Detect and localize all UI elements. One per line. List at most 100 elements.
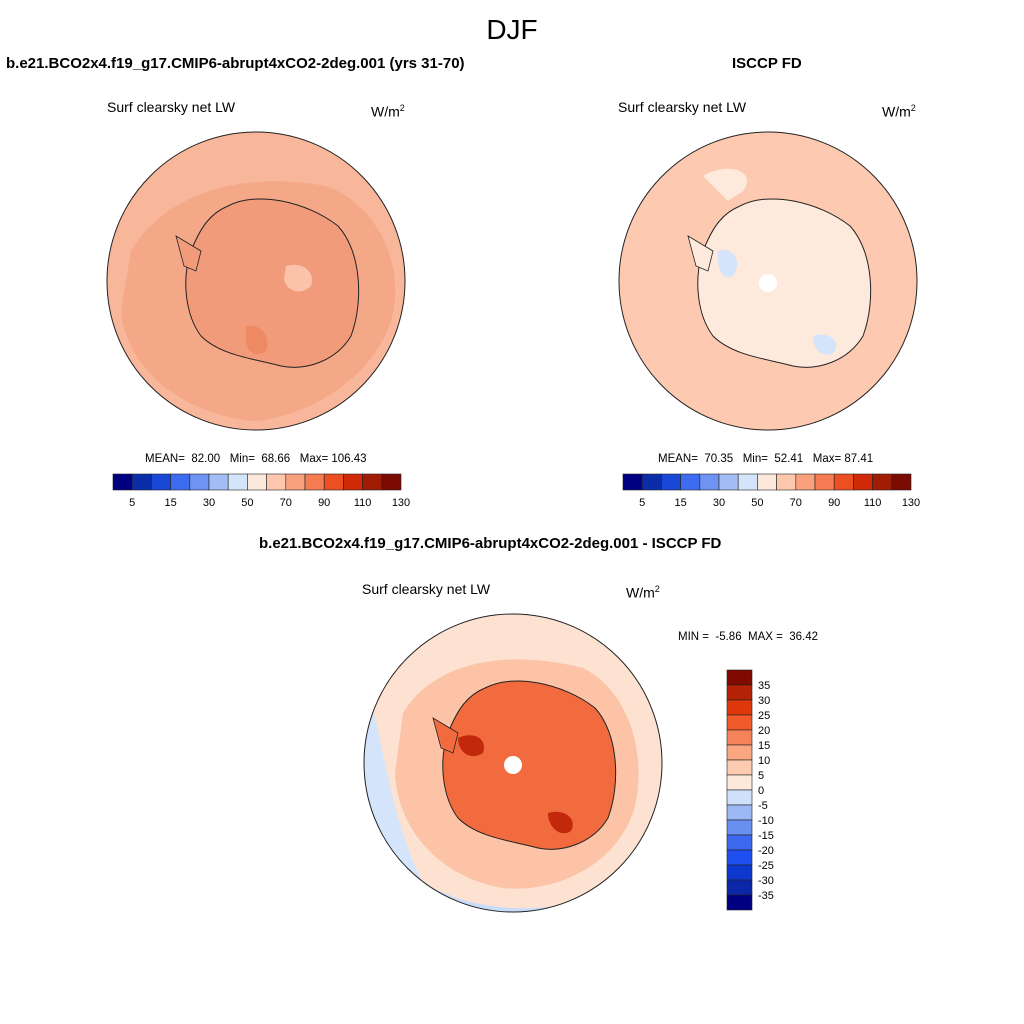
obs-cool-patch <box>717 250 738 278</box>
diff-antarctica-land <box>442 680 617 850</box>
diff-stats: MIN = -5.86 MAX = 36.42 <box>678 631 819 643</box>
model-colorbar-swatch <box>112 473 133 491</box>
diff-colorbar: 35 30 25 20 15 10 5 0 -5 -10 -15 -20 -25 -30 -35 <box>726 669 774 911</box>
model-stats: MEAN= 82.00 Min= 68.66 Max= 106.43 <box>145 453 367 465</box>
season-title: DJF <box>486 14 538 45</box>
diff-colorbar-tick-label: 10 <box>758 755 770 767</box>
obs-variable-label: Surf clearsky net LW <box>618 99 747 115</box>
model-colorbar-swatch <box>227 473 248 491</box>
obs-colorbar-swatch <box>757 473 777 491</box>
model-antarctica-land <box>185 198 360 368</box>
obs-polar-map <box>618 131 918 431</box>
diff-colorbar-swatch <box>726 699 753 716</box>
model-variable-label: Surf clearsky net LW <box>107 99 236 115</box>
model-colorbar-tick-label: 70 <box>280 497 292 509</box>
model-colorbar-swatch <box>323 473 344 491</box>
obs-colorbar-swatch <box>641 473 662 491</box>
obs-colorbar-swatch <box>680 473 701 491</box>
model-dark-patch <box>245 325 268 355</box>
diff-colorbar-tick-label: -25 <box>758 860 774 872</box>
obs-panel-title: ISCCP FD <box>732 55 802 72</box>
model-polar-map <box>106 131 406 431</box>
model-colorbar-swatch <box>151 473 171 491</box>
diff-hot-patch-2 <box>548 811 573 834</box>
diff-colorbar-tick-label: -10 <box>758 815 774 827</box>
diff-colorbar-swatch <box>726 894 753 911</box>
model-colorbar-swatch <box>285 473 306 491</box>
diff-colorbar-swatch <box>726 729 753 746</box>
model-colorbar-swatch <box>343 473 363 491</box>
diff-variable-label: Surf clearsky net LW <box>362 581 491 597</box>
diff-colorbar-swatch <box>726 834 753 851</box>
obs-colorbar-swatch <box>737 473 758 491</box>
obs-colorbar-swatch <box>795 473 816 491</box>
diff-colorbar-tick-label: 15 <box>758 740 770 752</box>
model-colorbar-swatch <box>170 473 191 491</box>
model-colorbar-tick-label: 130 <box>392 497 410 509</box>
obs-colorbar-tick-label: 90 <box>828 497 840 509</box>
obs-colorbar-swatch <box>718 473 739 491</box>
obs-antarctica-land <box>697 198 872 368</box>
diff-colorbar-swatch <box>726 759 753 776</box>
model-light-patch <box>284 264 312 292</box>
diff-colorbar-swatch <box>726 819 753 836</box>
obs-colorbar-tick-label: 110 <box>864 497 882 509</box>
diff-colorbar-tick-label: 0 <box>758 785 764 797</box>
obs-colorbar-tick-label: 30 <box>713 497 725 509</box>
diff-colorbar-swatch <box>726 849 753 866</box>
diff-colorbar-swatch <box>726 774 753 791</box>
model-colorbar-swatch <box>266 473 287 491</box>
diff-colorbar-swatch <box>726 789 753 806</box>
diff-colorbar-tick-label: -5 <box>758 800 768 812</box>
obs-colorbar-swatch <box>833 473 854 491</box>
model-units-label: W/m2 <box>371 103 405 120</box>
model-colorbar-swatch <box>362 473 383 491</box>
model-colorbar-swatch <box>247 473 267 491</box>
obs-units-label: W/m2 <box>882 103 916 120</box>
diff-colorbar-tick-label: -20 <box>758 845 774 857</box>
diff-colorbar-swatch <box>726 804 753 821</box>
diff-panel-title: b.e21.BCO2x4.f19_g17.CMIP6-abrupt4xCO2-2… <box>259 535 722 552</box>
model-panel-title: b.e21.BCO2x4.f19_g17.CMIP6-abrupt4xCO2-2… <box>6 55 465 72</box>
diff-units-label: W/m2 <box>626 584 660 601</box>
model-colorbar-tick-label: 15 <box>164 497 176 509</box>
diff-colorbar-tick-label: -15 <box>758 830 774 842</box>
obs-colorbar-swatch <box>622 473 643 491</box>
obs-colorbar-swatch <box>814 473 835 491</box>
model-colorbar-tick-label: 30 <box>203 497 215 509</box>
model-colorbar-swatch <box>208 473 229 491</box>
model-colorbar-swatch <box>189 473 210 491</box>
diff-colorbar-tick-label: -35 <box>758 890 774 902</box>
diff-polar-map <box>363 613 663 913</box>
model-colorbar-tick-label: 5 <box>129 497 135 509</box>
diff-colorbar-swatch <box>726 879 753 896</box>
diff-colorbar-swatch <box>726 669 753 686</box>
model-colorbar-tick-label: 110 <box>354 497 372 509</box>
diff-colorbar-tick-label: 20 <box>758 725 770 737</box>
diff-colorbar-tick-label: 5 <box>758 770 764 782</box>
diff-hot-patch-1 <box>458 735 484 757</box>
diff-colorbar-tick-label: 25 <box>758 710 770 722</box>
obs-colorbar-tick-label: 15 <box>674 497 686 509</box>
diff-colorbar-tick-label: 30 <box>758 695 770 707</box>
model-colorbar-swatch <box>381 473 402 491</box>
obs-colorbar: 5 15 30 50 70 90 110 130 <box>622 473 920 509</box>
diff-colorbar-tick-label: 35 <box>758 680 770 692</box>
model-colorbar-swatch <box>131 473 152 491</box>
model-colorbar-tick-label: 50 <box>241 497 253 509</box>
diff-colorbar-swatch <box>726 714 753 731</box>
model-colorbar: 5 15 30 50 70 90 110 130 <box>112 473 410 509</box>
diff-colorbar-swatch <box>726 744 753 761</box>
obs-stats: MEAN= 70.35 Min= 52.41 Max= 87.41 <box>658 453 874 465</box>
obs-colorbar-swatch <box>853 473 873 491</box>
obs-colorbar-swatch <box>699 473 720 491</box>
diff-pole-hole <box>504 756 522 774</box>
obs-colorbar-swatch <box>872 473 893 491</box>
obs-colorbar-swatch <box>776 473 797 491</box>
diff-colorbar-swatch <box>726 864 753 881</box>
obs-pole-hole <box>759 274 777 292</box>
model-colorbar-tick-label: 90 <box>318 497 330 509</box>
obs-colorbar-swatch <box>661 473 681 491</box>
obs-colorbar-tick-label: 70 <box>790 497 802 509</box>
obs-colorbar-tick-label: 5 <box>639 497 645 509</box>
